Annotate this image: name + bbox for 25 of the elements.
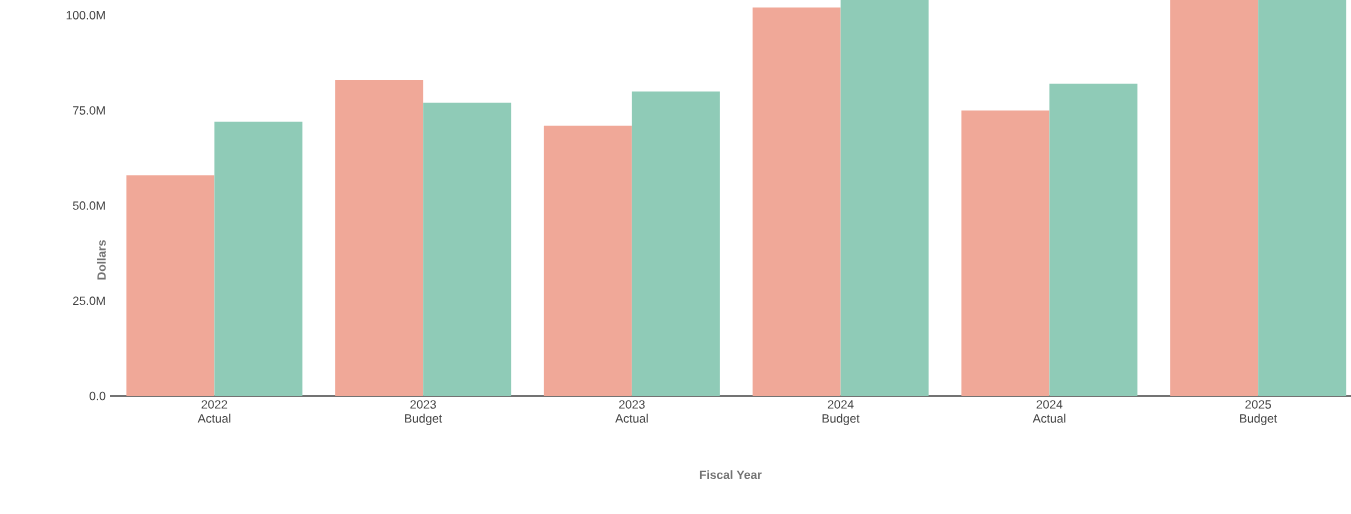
bar (840, 0, 929, 396)
bar (1170, 0, 1259, 396)
y-tick-label: 100.0M (66, 10, 105, 20)
bar (543, 125, 632, 396)
x-tick-label: 2024 Budget (822, 400, 860, 426)
x-tick-label: 2023 Actual (615, 400, 648, 423)
x-tick-label: 2025 Budget (1240, 400, 1278, 426)
bar (961, 110, 1050, 396)
y-axis-title: Dollars (96, 240, 106, 280)
bar (214, 121, 303, 396)
bar (335, 79, 424, 396)
x-tick-label: 2023 Budget (405, 400, 443, 426)
x-tick-label: 2022 Actual (197, 400, 231, 423)
y-tick-label: 25.0M (73, 296, 105, 306)
bar (752, 7, 841, 396)
bar (1049, 83, 1138, 396)
x-tick-label: 2024 Actual (1032, 400, 1066, 423)
y-tick-label: 0.0 (89, 391, 106, 401)
bar (1258, 0, 1347, 396)
y-tick-label: 75.0M (73, 106, 105, 115)
bar (423, 102, 512, 396)
bar (631, 91, 720, 396)
x-axis-title: Fiscal Year (699, 470, 762, 480)
y-tick-label: 50.0M (72, 201, 105, 210)
bar (126, 175, 215, 396)
